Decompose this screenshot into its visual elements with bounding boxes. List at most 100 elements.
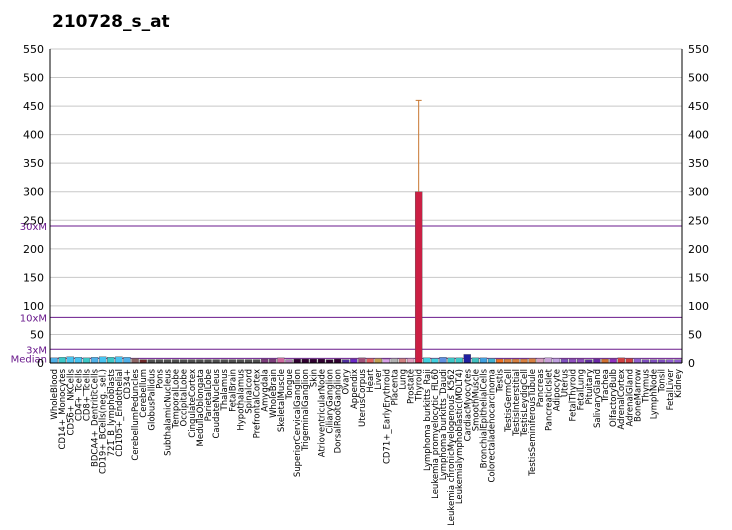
bar-34 bbox=[325, 359, 334, 364]
y-tick-label-left: 250 bbox=[23, 214, 44, 227]
bar-44 bbox=[406, 358, 415, 364]
category-label: UterusCorpus bbox=[358, 368, 368, 427]
bar-66 bbox=[585, 359, 593, 364]
category-label: Colorectaladenocarcinoma bbox=[488, 369, 498, 483]
bar-10 bbox=[131, 358, 139, 364]
bar-51 bbox=[463, 354, 471, 364]
bar-2 bbox=[66, 356, 74, 364]
bar-67 bbox=[593, 358, 601, 364]
category-label: Tongue bbox=[285, 369, 295, 400]
y-tick-label-left: 200 bbox=[23, 243, 44, 256]
bar-77 bbox=[674, 359, 682, 364]
category-label: TestisInterstitial bbox=[512, 369, 522, 437]
bar-9 bbox=[123, 357, 131, 364]
category-label: CardiacMyocytes bbox=[463, 368, 473, 441]
bar-49 bbox=[447, 357, 455, 364]
bar-7 bbox=[107, 357, 115, 364]
y-tick-label-right: 50 bbox=[688, 328, 702, 341]
y-tick-label-right: 250 bbox=[688, 214, 709, 227]
bar-20 bbox=[212, 359, 220, 364]
category-label: Placenta bbox=[390, 369, 400, 406]
bar-33 bbox=[317, 358, 326, 364]
category-label: Prostate bbox=[407, 369, 417, 404]
bar-0 bbox=[50, 357, 58, 364]
category-label: Lymphoma burkitts_Raji bbox=[423, 369, 433, 471]
category-label: SuperiorCervicalGanglion bbox=[293, 369, 303, 477]
bar-53 bbox=[479, 357, 488, 364]
bar-52 bbox=[471, 357, 480, 364]
category-label: TestisGermCell bbox=[504, 369, 514, 433]
bar-58 bbox=[520, 358, 528, 364]
bar-23 bbox=[236, 359, 245, 364]
category-label: TestisLeydigCell bbox=[520, 369, 530, 437]
category-label: SalivaryGland bbox=[593, 369, 603, 428]
y-tick-label-right: 200 bbox=[688, 243, 709, 256]
category-label: CD56+_NKCells bbox=[66, 368, 76, 435]
error-bars bbox=[415, 99, 422, 192]
category-label: Pituitary bbox=[585, 369, 595, 404]
bar-13 bbox=[155, 359, 164, 364]
category-label: 721_B_lymphoblasts bbox=[107, 368, 117, 456]
category-label: CaudateNucleus bbox=[212, 368, 222, 438]
category-label: WholeBrain bbox=[269, 369, 279, 418]
bar-25 bbox=[252, 359, 261, 364]
bar-71 bbox=[625, 358, 634, 364]
bar-29 bbox=[285, 359, 293, 364]
bar-24 bbox=[244, 359, 253, 364]
bar-22 bbox=[228, 359, 236, 364]
category-label: DorsalRootGanglion bbox=[334, 369, 344, 453]
bar-70 bbox=[617, 357, 625, 364]
category-label: Amygdala bbox=[261, 369, 271, 412]
y-tick-label-left: 550 bbox=[23, 43, 44, 56]
bar-37 bbox=[350, 358, 358, 364]
bar-11 bbox=[139, 359, 147, 364]
bar-73 bbox=[641, 359, 650, 364]
bar-35 bbox=[333, 358, 342, 364]
bar-38 bbox=[358, 357, 366, 364]
y-tick-label-left: 500 bbox=[23, 72, 44, 85]
chart-title: 210728_s_at bbox=[52, 12, 170, 32]
category-label: TrigeminalGanglion bbox=[301, 369, 311, 452]
category-label: AdrenalGland bbox=[625, 369, 635, 427]
y-tick-label-right: 500 bbox=[688, 72, 709, 85]
bar-62 bbox=[552, 358, 561, 364]
bar-60 bbox=[536, 358, 544, 364]
category-label: Leukemia chronicMyelogenous_K562 bbox=[447, 369, 457, 526]
category-label: CD4+_Tcells bbox=[74, 368, 84, 421]
left-y-tick-labels: 0 50 100 150 200 250 300 350 400 450 500 550 bbox=[23, 43, 44, 370]
y-tick-label-right: 300 bbox=[688, 186, 709, 199]
category-label: TemporalLobe bbox=[172, 369, 182, 429]
category-label: CD105+_Endothelial bbox=[115, 369, 125, 457]
bar-46 bbox=[423, 357, 431, 364]
category-label: LymphNode bbox=[650, 369, 660, 419]
bar-59 bbox=[528, 358, 536, 364]
category-label: AdrenalCortex bbox=[617, 369, 627, 430]
bar-76 bbox=[666, 359, 674, 364]
y-tick-label-left: 400 bbox=[23, 129, 44, 142]
bar-74 bbox=[649, 359, 658, 364]
category-label: Leukemialymphoblastic(MOLT4) bbox=[455, 369, 465, 504]
category-tick-labels: WholeBloodCD14+_MonocytesCD56+_NKCellsCD… bbox=[50, 368, 684, 525]
bar-31 bbox=[301, 358, 309, 364]
category-label: FetalBrain bbox=[228, 369, 238, 412]
bar-64 bbox=[568, 358, 577, 364]
y-tick-label-right: 0 bbox=[688, 357, 695, 370]
y-tick-label-left: 50 bbox=[30, 328, 44, 341]
category-label: CiliaryGanglion bbox=[326, 369, 336, 434]
reference-line-label: 3xM bbox=[26, 345, 47, 356]
y-tick-label-right: 550 bbox=[688, 43, 709, 56]
y-tick-label-right: 450 bbox=[688, 100, 709, 113]
category-label: Thymus bbox=[642, 368, 652, 403]
bar-47 bbox=[431, 358, 439, 364]
y-tick-label-left: 300 bbox=[23, 186, 44, 199]
bar-48 bbox=[439, 357, 447, 364]
bar-1 bbox=[58, 357, 66, 364]
bar-41 bbox=[382, 358, 390, 364]
bar-36 bbox=[342, 359, 350, 364]
y-tick-label-left: 150 bbox=[23, 271, 44, 284]
y-tick-label-left: 450 bbox=[23, 100, 44, 113]
category-label: Thalamus bbox=[220, 368, 230, 411]
category-label: Trachea bbox=[601, 369, 611, 403]
category-label: BoneMarrow bbox=[633, 369, 643, 422]
